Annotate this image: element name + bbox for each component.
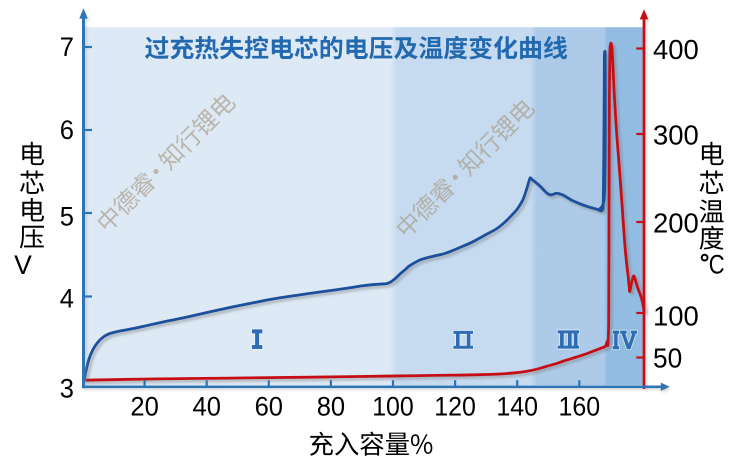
svg-text:60: 60 — [255, 392, 283, 422]
svg-text:7: 7 — [60, 32, 74, 62]
svg-text:200: 200 — [653, 208, 699, 239]
svg-text:80: 80 — [317, 392, 345, 422]
svg-text:50: 50 — [653, 343, 682, 374]
svg-text:120: 120 — [434, 392, 476, 422]
svg-text:V: V — [14, 250, 32, 280]
svg-text:400: 400 — [653, 34, 699, 65]
svg-text:20: 20 — [130, 392, 158, 422]
svg-text:6: 6 — [60, 115, 74, 145]
svg-text:4: 4 — [60, 284, 74, 314]
svg-text:300: 300 — [653, 120, 699, 151]
svg-text:5: 5 — [60, 201, 74, 231]
svg-text:160: 160 — [559, 392, 601, 422]
svg-text:40: 40 — [193, 392, 221, 422]
svg-text:100: 100 — [653, 300, 699, 331]
svg-text:C: C — [709, 250, 725, 280]
svg-text:140: 140 — [496, 392, 538, 422]
svg-text:100: 100 — [372, 392, 414, 422]
svg-text:3: 3 — [60, 373, 74, 403]
